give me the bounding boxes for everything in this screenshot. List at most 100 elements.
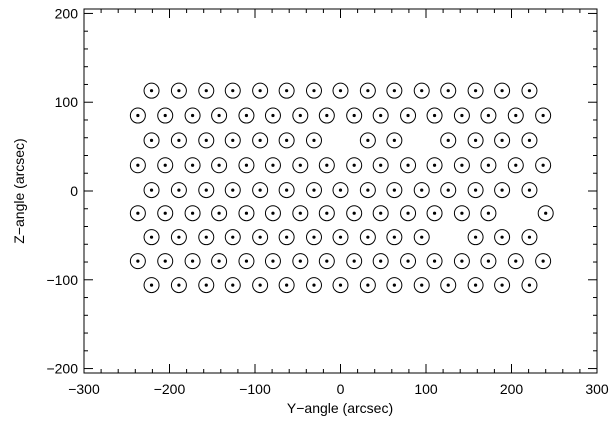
point-ring	[129, 157, 146, 174]
point-ring	[332, 229, 349, 246]
data-point	[252, 132, 269, 149]
data-point	[332, 182, 349, 199]
point-ring	[170, 277, 187, 294]
point-center-dot	[285, 283, 289, 287]
point-center-dot	[500, 188, 504, 192]
point-center-dot	[379, 259, 383, 263]
point-center-dot	[244, 211, 249, 215]
data-point	[292, 157, 309, 174]
point-center-dot	[420, 283, 424, 287]
point-center-dot	[136, 113, 140, 118]
point-center-dot	[366, 138, 370, 142]
point-ring	[494, 82, 511, 99]
point-center-dot	[486, 259, 491, 263]
point-ring	[507, 253, 524, 270]
point-center-dot	[432, 113, 437, 118]
data-point	[184, 253, 201, 270]
point-ring	[157, 205, 174, 222]
point-ring	[386, 82, 403, 99]
point-ring	[292, 205, 309, 222]
data-point	[198, 82, 215, 99]
point-ring	[211, 205, 228, 222]
data-point	[252, 277, 269, 294]
point-ring	[440, 82, 457, 99]
point-center-dot	[486, 163, 491, 167]
point-ring	[372, 253, 389, 270]
data-point	[372, 205, 389, 222]
point-ring	[346, 253, 363, 270]
point-center-dot	[312, 283, 316, 287]
y-axis-label: Z−angle (arcsec)	[11, 138, 27, 243]
data-point	[386, 132, 403, 149]
data-point	[264, 157, 281, 174]
point-center-dot	[366, 283, 370, 287]
point-center-dot	[420, 89, 424, 93]
data-point	[346, 157, 363, 174]
point-center-dot	[177, 283, 181, 287]
x-tick-label: −200	[154, 381, 186, 397]
data-point	[413, 82, 430, 99]
data-point	[372, 157, 389, 174]
y-tick-label: 200	[55, 5, 79, 21]
point-ring	[143, 229, 160, 246]
point-ring	[198, 82, 215, 99]
point-center-dot	[541, 259, 545, 263]
point-ring	[318, 157, 335, 174]
data-point	[318, 253, 335, 270]
point-center-dot	[271, 113, 275, 118]
point-center-dot	[217, 163, 221, 167]
data-point	[480, 205, 497, 222]
data-point	[467, 229, 484, 246]
point-ring	[264, 253, 281, 270]
point-center-dot	[217, 211, 221, 215]
point-ring	[494, 277, 511, 294]
point-center-dot	[190, 163, 195, 167]
data-point	[386, 182, 403, 199]
point-center-dot	[149, 235, 154, 239]
data-point	[359, 277, 376, 294]
data-point	[143, 182, 160, 199]
data-point	[143, 82, 160, 99]
point-ring	[413, 182, 430, 199]
point-center-dot	[325, 113, 329, 118]
point-ring	[157, 253, 174, 270]
data-points	[129, 82, 554, 294]
point-ring	[252, 182, 269, 199]
data-point	[264, 253, 281, 270]
point-center-dot	[514, 163, 518, 167]
point-center-dot	[544, 211, 548, 215]
data-point	[537, 205, 554, 222]
data-point	[198, 229, 215, 246]
data-point	[372, 107, 389, 124]
point-center-dot	[231, 235, 235, 239]
data-point	[224, 229, 241, 246]
point-center-dot	[163, 211, 167, 215]
point-center-dot	[392, 235, 396, 239]
data-point	[440, 82, 457, 99]
point-center-dot	[204, 235, 208, 239]
data-point	[170, 182, 187, 199]
x-tick-label: 300	[585, 381, 609, 397]
point-ring	[264, 205, 281, 222]
data-point	[332, 82, 349, 99]
point-center-dot	[352, 113, 356, 118]
point-ring	[386, 132, 403, 149]
point-ring	[198, 229, 215, 246]
point-ring	[440, 132, 457, 149]
point-center-dot	[285, 235, 289, 239]
point-ring	[400, 157, 417, 174]
point-ring	[467, 182, 484, 199]
data-point	[332, 277, 349, 294]
data-point	[184, 157, 201, 174]
point-ring	[467, 277, 484, 294]
point-center-dot	[460, 113, 464, 118]
data-point	[426, 107, 443, 124]
point-center-dot	[432, 259, 437, 263]
point-ring	[507, 107, 524, 124]
point-center-dot	[258, 283, 262, 287]
data-point	[184, 107, 201, 124]
point-center-dot	[204, 188, 208, 192]
data-point	[264, 107, 281, 124]
point-ring	[386, 229, 403, 246]
